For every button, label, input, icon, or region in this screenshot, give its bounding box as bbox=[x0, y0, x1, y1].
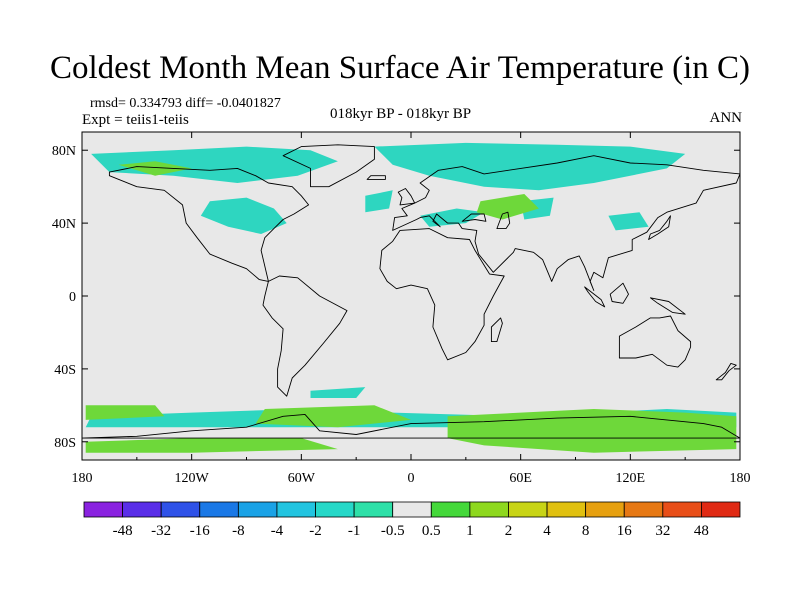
colorbar-label: 8 bbox=[582, 523, 590, 539]
coastline-japan bbox=[648, 215, 671, 240]
coastline-layer bbox=[82, 144, 740, 439]
lon-tick-label: 60E bbox=[509, 471, 532, 486]
anomaly-region-cool bbox=[310, 387, 366, 398]
colorbar-swatch bbox=[508, 501, 548, 518]
colorbar-swatch bbox=[662, 501, 702, 518]
anomaly-region-warm bbox=[85, 405, 165, 420]
colorbar-label: -4 bbox=[271, 523, 284, 539]
coastline-iceland bbox=[366, 175, 386, 180]
coastline-new-guinea bbox=[649, 297, 686, 315]
colorbar-swatch bbox=[469, 501, 509, 518]
lon-tick-label: 120E bbox=[616, 471, 646, 486]
season-label: ANN bbox=[709, 110, 743, 126]
lon-tick-label: 0 bbox=[408, 471, 415, 486]
colorbar-swatch bbox=[315, 501, 355, 518]
coastline-madagascar bbox=[490, 317, 503, 343]
colorbar-label: 32 bbox=[655, 523, 670, 539]
lat-tick-label: 40N bbox=[52, 217, 76, 232]
colorbar-label: -48 bbox=[113, 523, 133, 539]
colorbar-swatch bbox=[122, 501, 162, 518]
coastline-sumatra bbox=[584, 286, 606, 308]
lat-tick-label: 40S bbox=[54, 363, 76, 378]
anomaly-region-warm bbox=[255, 405, 411, 428]
colorbar-label: -16 bbox=[190, 523, 210, 539]
colorbar-label: -0.5 bbox=[381, 523, 405, 539]
colorbar-swatch bbox=[353, 501, 394, 518]
coastline-south-america bbox=[262, 275, 348, 397]
coastline-eurasia bbox=[392, 155, 740, 291]
colorbar-swatch bbox=[546, 501, 587, 518]
lat-tick-label: 80N bbox=[52, 144, 76, 159]
lat-tick-label: 0 bbox=[69, 290, 76, 305]
colorbar-label: 48 bbox=[694, 523, 709, 539]
experiment-label: Expt = teiis1-teiis bbox=[82, 112, 189, 128]
colorbar-label: 2 bbox=[505, 523, 513, 539]
colorbar-label: -8 bbox=[232, 523, 245, 539]
colorbar-swatch bbox=[160, 501, 201, 518]
colorbar-swatch bbox=[392, 501, 432, 518]
colorbar-label: 16 bbox=[617, 523, 633, 539]
coastline-africa bbox=[379, 228, 505, 361]
coastline-new-zealand bbox=[715, 362, 737, 381]
colorbar-swatch bbox=[585, 501, 625, 518]
lon-tick-label: 180 bbox=[730, 471, 751, 486]
colorbar-swatch bbox=[623, 501, 664, 518]
coastline-uk bbox=[397, 188, 416, 206]
coastline-greenland bbox=[282, 144, 375, 188]
lon-tick-label: 180 bbox=[72, 471, 93, 486]
colorbar-swatch bbox=[430, 501, 471, 518]
stats-label: rmsd= 0.334793 diff= -0.0401827 bbox=[90, 96, 281, 111]
lon-tick-label: 120W bbox=[175, 471, 210, 486]
anomaly-region-warm bbox=[476, 194, 539, 220]
coastline-black-sea bbox=[461, 213, 487, 222]
colorbar-swatch bbox=[83, 501, 123, 518]
anomaly-region-cool bbox=[200, 197, 287, 234]
map-background bbox=[82, 132, 740, 460]
lat-tick-label: 80S bbox=[54, 436, 76, 451]
anomaly-region-cool bbox=[365, 190, 393, 213]
colorbar-swatch bbox=[701, 501, 741, 518]
anomaly-region-warm bbox=[85, 438, 338, 453]
colorbar-label: 4 bbox=[543, 523, 551, 539]
anomaly-region-cool bbox=[608, 212, 649, 231]
anomaly-region-warm bbox=[118, 161, 192, 176]
colorbar-swatch bbox=[199, 501, 239, 518]
colorbar-label: -2 bbox=[309, 523, 322, 539]
colorbar-label: 1 bbox=[466, 523, 474, 539]
period-label: 018kyr BP - 018kyr BP bbox=[330, 106, 472, 122]
colorbar-label: -32 bbox=[151, 523, 171, 539]
colorbar-swatch bbox=[237, 501, 278, 518]
coastline-caspian bbox=[496, 211, 511, 230]
colorbar-label: 0.5 bbox=[422, 523, 441, 539]
page-title: Coldest Month Mean Surface Air Temperatu… bbox=[50, 50, 750, 86]
lon-tick-label: 60W bbox=[288, 471, 316, 486]
colorbar-swatch bbox=[276, 501, 316, 518]
coastline-australia bbox=[618, 315, 692, 368]
coastline-antarctica bbox=[82, 413, 740, 439]
coastline-north-america bbox=[108, 166, 310, 282]
coastline-borneo bbox=[609, 282, 629, 304]
axis-layer: 80N 40N 0 40S 80S 180 120W 60W 0 60E 120E 180 bbox=[52, 132, 751, 486]
colorbar: -48 -32 -16 -8 -4 -2 -1 -0.5 0.5 1 2 4 8 16 32 48 bbox=[83, 501, 741, 539]
colorbar-label: -1 bbox=[348, 523, 361, 539]
